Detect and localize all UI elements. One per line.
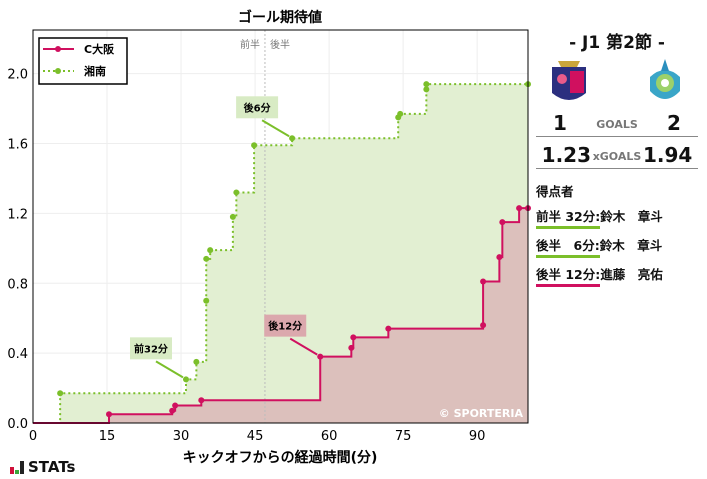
brand-logo: STATs — [10, 458, 75, 476]
scorers-title: 得点者 — [536, 184, 574, 199]
data-point — [172, 402, 179, 409]
y-tick-label: 0.8 — [7, 277, 28, 292]
x-tick-label: 75 — [395, 429, 412, 444]
scorer-time: 後半 12分: — [536, 264, 601, 287]
y-tick-label: 1.2 — [7, 207, 28, 222]
x-tick-label: 30 — [173, 429, 190, 444]
y-tick-label: 2.0 — [7, 68, 28, 83]
annotation-arrow — [261, 119, 290, 138]
scorer-name: 鈴木 章斗 — [600, 209, 663, 224]
home-xg: 1.23 — [541, 143, 592, 167]
series-line — [33, 83, 528, 424]
goals-label: GOALS — [596, 118, 638, 131]
x-tick-label: 0 — [29, 429, 37, 444]
stats-bars-icon — [10, 460, 24, 474]
scorer-time: 後半 6分: — [536, 235, 600, 258]
data-point — [169, 407, 176, 414]
legend-marker — [55, 46, 61, 52]
data-point — [193, 358, 200, 365]
brand-text: STATs — [28, 458, 76, 476]
data-point — [496, 254, 503, 261]
home-crest-icon — [552, 61, 586, 100]
match-round: - J1 第2節 - — [569, 33, 665, 53]
data-point — [350, 334, 357, 341]
data-point — [106, 411, 113, 418]
legend-label: C大阪 — [84, 42, 115, 56]
xg-row: 1.23 xGOALS 1.94 — [536, 143, 698, 169]
annotation-box — [264, 314, 307, 337]
data-point — [480, 278, 487, 285]
scorer-name: 進藤 亮佑 — [600, 267, 663, 282]
data-point — [397, 110, 404, 117]
y-tick-label: 1.6 — [7, 138, 28, 153]
chart-title: ゴール期待値 — [238, 9, 322, 26]
scorer-name: 鈴木 章斗 — [599, 238, 663, 253]
annotation-box — [129, 337, 172, 360]
away-goals: 2 — [667, 111, 681, 135]
scorer-item: 前半 32分: 鈴木 章斗 — [536, 206, 698, 229]
data-point — [423, 86, 430, 93]
data-point — [251, 142, 258, 149]
data-point — [233, 189, 240, 196]
scorer-time: 前半 32分: — [536, 206, 601, 229]
halftime-label-second: 後半 — [270, 38, 290, 51]
data-point — [348, 344, 355, 351]
data-point — [182, 376, 189, 383]
xg-label: xGOALS — [592, 150, 642, 163]
x-axis-label: キックオフからの経過時間(分) — [183, 449, 378, 466]
data-point — [317, 353, 324, 360]
match-summary: - J1 第2節 - 1 GOALS 2 1.23 xGOALS 1.94 得点… — [536, 28, 698, 287]
data-point — [423, 81, 430, 88]
away-xg: 1.94 — [642, 143, 693, 167]
data-point — [203, 255, 210, 262]
annotation-box — [236, 96, 279, 119]
legend-marker — [55, 68, 61, 74]
scorer-item: 後半 12分: 進藤 亮佑 — [536, 264, 698, 287]
x-tick-label: 90 — [469, 429, 486, 444]
plot-frame — [32, 29, 529, 424]
x-tick-label: 15 — [99, 429, 116, 444]
data-point — [516, 205, 523, 212]
y-tick-label: 0.4 — [7, 347, 28, 362]
annotation-label: 後6分 — [244, 101, 271, 114]
data-point — [203, 297, 210, 304]
data-point — [207, 247, 214, 254]
goals-row: 1 GOALS 2 — [536, 111, 698, 137]
scorers: 得点者 前半 32分: 鈴木 章斗 後半 6分: 鈴木 章斗 後半 12分: 進藤 亮… — [536, 181, 698, 287]
annotation-label: 前32分 — [134, 342, 168, 355]
legend — [38, 37, 128, 85]
annotation-label: 後12分 — [268, 320, 302, 333]
data-point — [57, 390, 64, 397]
legend-label: 湘南 — [84, 64, 106, 78]
annotation-arrow — [155, 360, 184, 379]
scorer-item: 後半 6分: 鈴木 章斗 — [536, 235, 698, 258]
y-tick-label: 0.0 — [7, 417, 28, 432]
data-point — [480, 322, 487, 329]
x-tick-label: 60 — [321, 429, 338, 444]
halftime-label-first: 前半 — [240, 38, 260, 51]
away-crest-icon — [650, 59, 680, 99]
data-point — [289, 135, 296, 142]
annotation-arrow — [289, 337, 318, 356]
home-goals: 1 — [553, 111, 567, 135]
data-point — [385, 325, 392, 332]
series-area — [33, 208, 528, 423]
data-point — [198, 397, 205, 404]
x-tick-label: 45 — [247, 429, 264, 444]
data-point — [499, 219, 506, 226]
watermark: © SPORTERIA — [439, 407, 524, 420]
data-point — [229, 213, 236, 220]
